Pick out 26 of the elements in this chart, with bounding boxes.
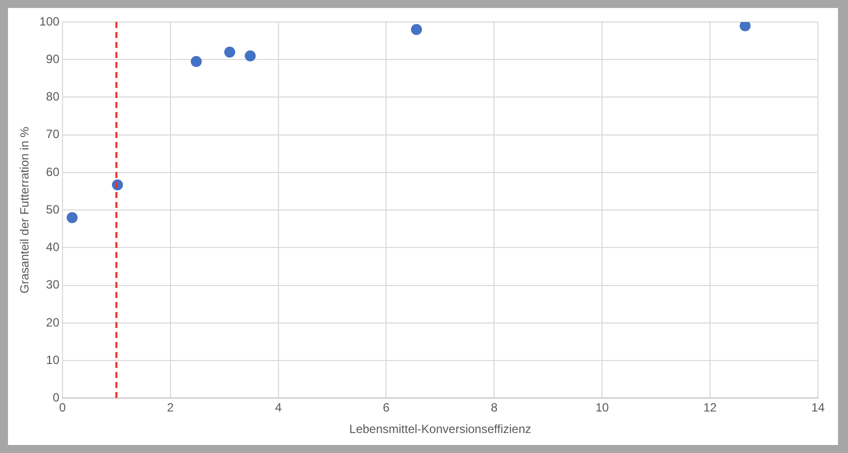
x-tick-label: 2 [167,400,174,415]
y-axis-title: Grasanteil der Futterration in % [18,126,32,294]
x-tick-label: 8 [490,400,498,415]
y-tick-label: 80 [46,90,60,104]
y-tick-label: 30 [46,278,60,292]
y-tick-label: 90 [46,52,60,66]
x-axis-title: Lebensmittel-Konversionseffizienz [349,422,532,436]
point [244,50,256,62]
point [224,46,236,58]
x-tick-label: 6 [382,400,390,415]
point [740,22,751,32]
y-tick-label: 0 [52,390,60,405]
x-tick-label: 14 [811,400,825,415]
point [410,24,422,36]
point [190,56,202,67]
y-tick-label: 20 [46,315,60,330]
y-tick-label: 60 [46,164,60,179]
y-tick-label: 70 [46,127,60,142]
y-tick-label: 50 [46,202,60,216]
y-tick-label: 40 [46,240,60,254]
y-tick-label: 10 [46,352,60,367]
x-tick-label: 4 [274,400,282,415]
y-tick-label: 100 [39,14,60,28]
x-tick-label: 12 [703,400,718,415]
point [66,212,78,224]
x-tick-label: 10 [595,400,610,415]
